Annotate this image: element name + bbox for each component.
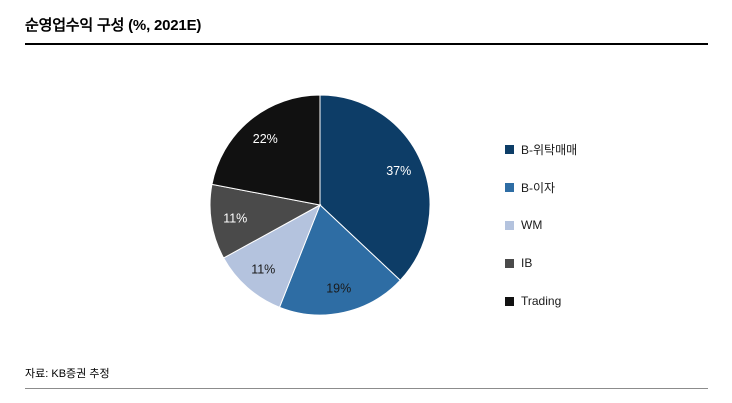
pie-slice-value-label: 11%	[251, 262, 275, 276]
pie-slice-2	[222, 203, 321, 308]
legend-label: B-위탁매매	[521, 142, 578, 157]
legend-label: IB	[521, 256, 533, 270]
pie-slice-value-label: 19%	[326, 282, 351, 296]
pie-slice-value-label: 37%	[386, 164, 411, 178]
chart-legend: B-위탁매매 B-이자 WM IB Trading	[505, 130, 577, 320]
legend-swatch	[505, 296, 514, 306]
pie-slice-value-label: 11%	[223, 211, 247, 225]
legend-swatch	[505, 182, 514, 192]
pie-slice-value-label: 22%	[253, 132, 278, 146]
title-divider	[25, 43, 708, 45]
legend-swatch	[505, 220, 514, 230]
legend-item-4: Trading	[505, 282, 577, 320]
pie-slice-3	[209, 183, 322, 259]
pie-slice-4	[211, 94, 321, 206]
legend-label: Trading	[521, 294, 562, 308]
footer-divider	[25, 388, 708, 389]
pie-chart: 37% 19% 11% 11% 22%	[209, 94, 431, 316]
legend-item-0: B-위탁매매	[505, 130, 577, 168]
legend-swatch	[505, 144, 514, 154]
legend-item-2: WM	[505, 206, 577, 244]
legend-swatch	[505, 258, 514, 268]
legend-item-3: IB	[505, 244, 577, 282]
legend-item-1: B-이자	[505, 168, 577, 206]
legend-label: B-이자	[521, 180, 556, 195]
chart-title: 순영업수익 구성 (%, 2021E)	[25, 17, 202, 34]
source-note: 자료: KB증권 추정	[25, 368, 110, 380]
legend-label: WM	[521, 218, 543, 232]
pie-slice-1	[278, 204, 401, 316]
pie-slice-0	[319, 94, 431, 282]
